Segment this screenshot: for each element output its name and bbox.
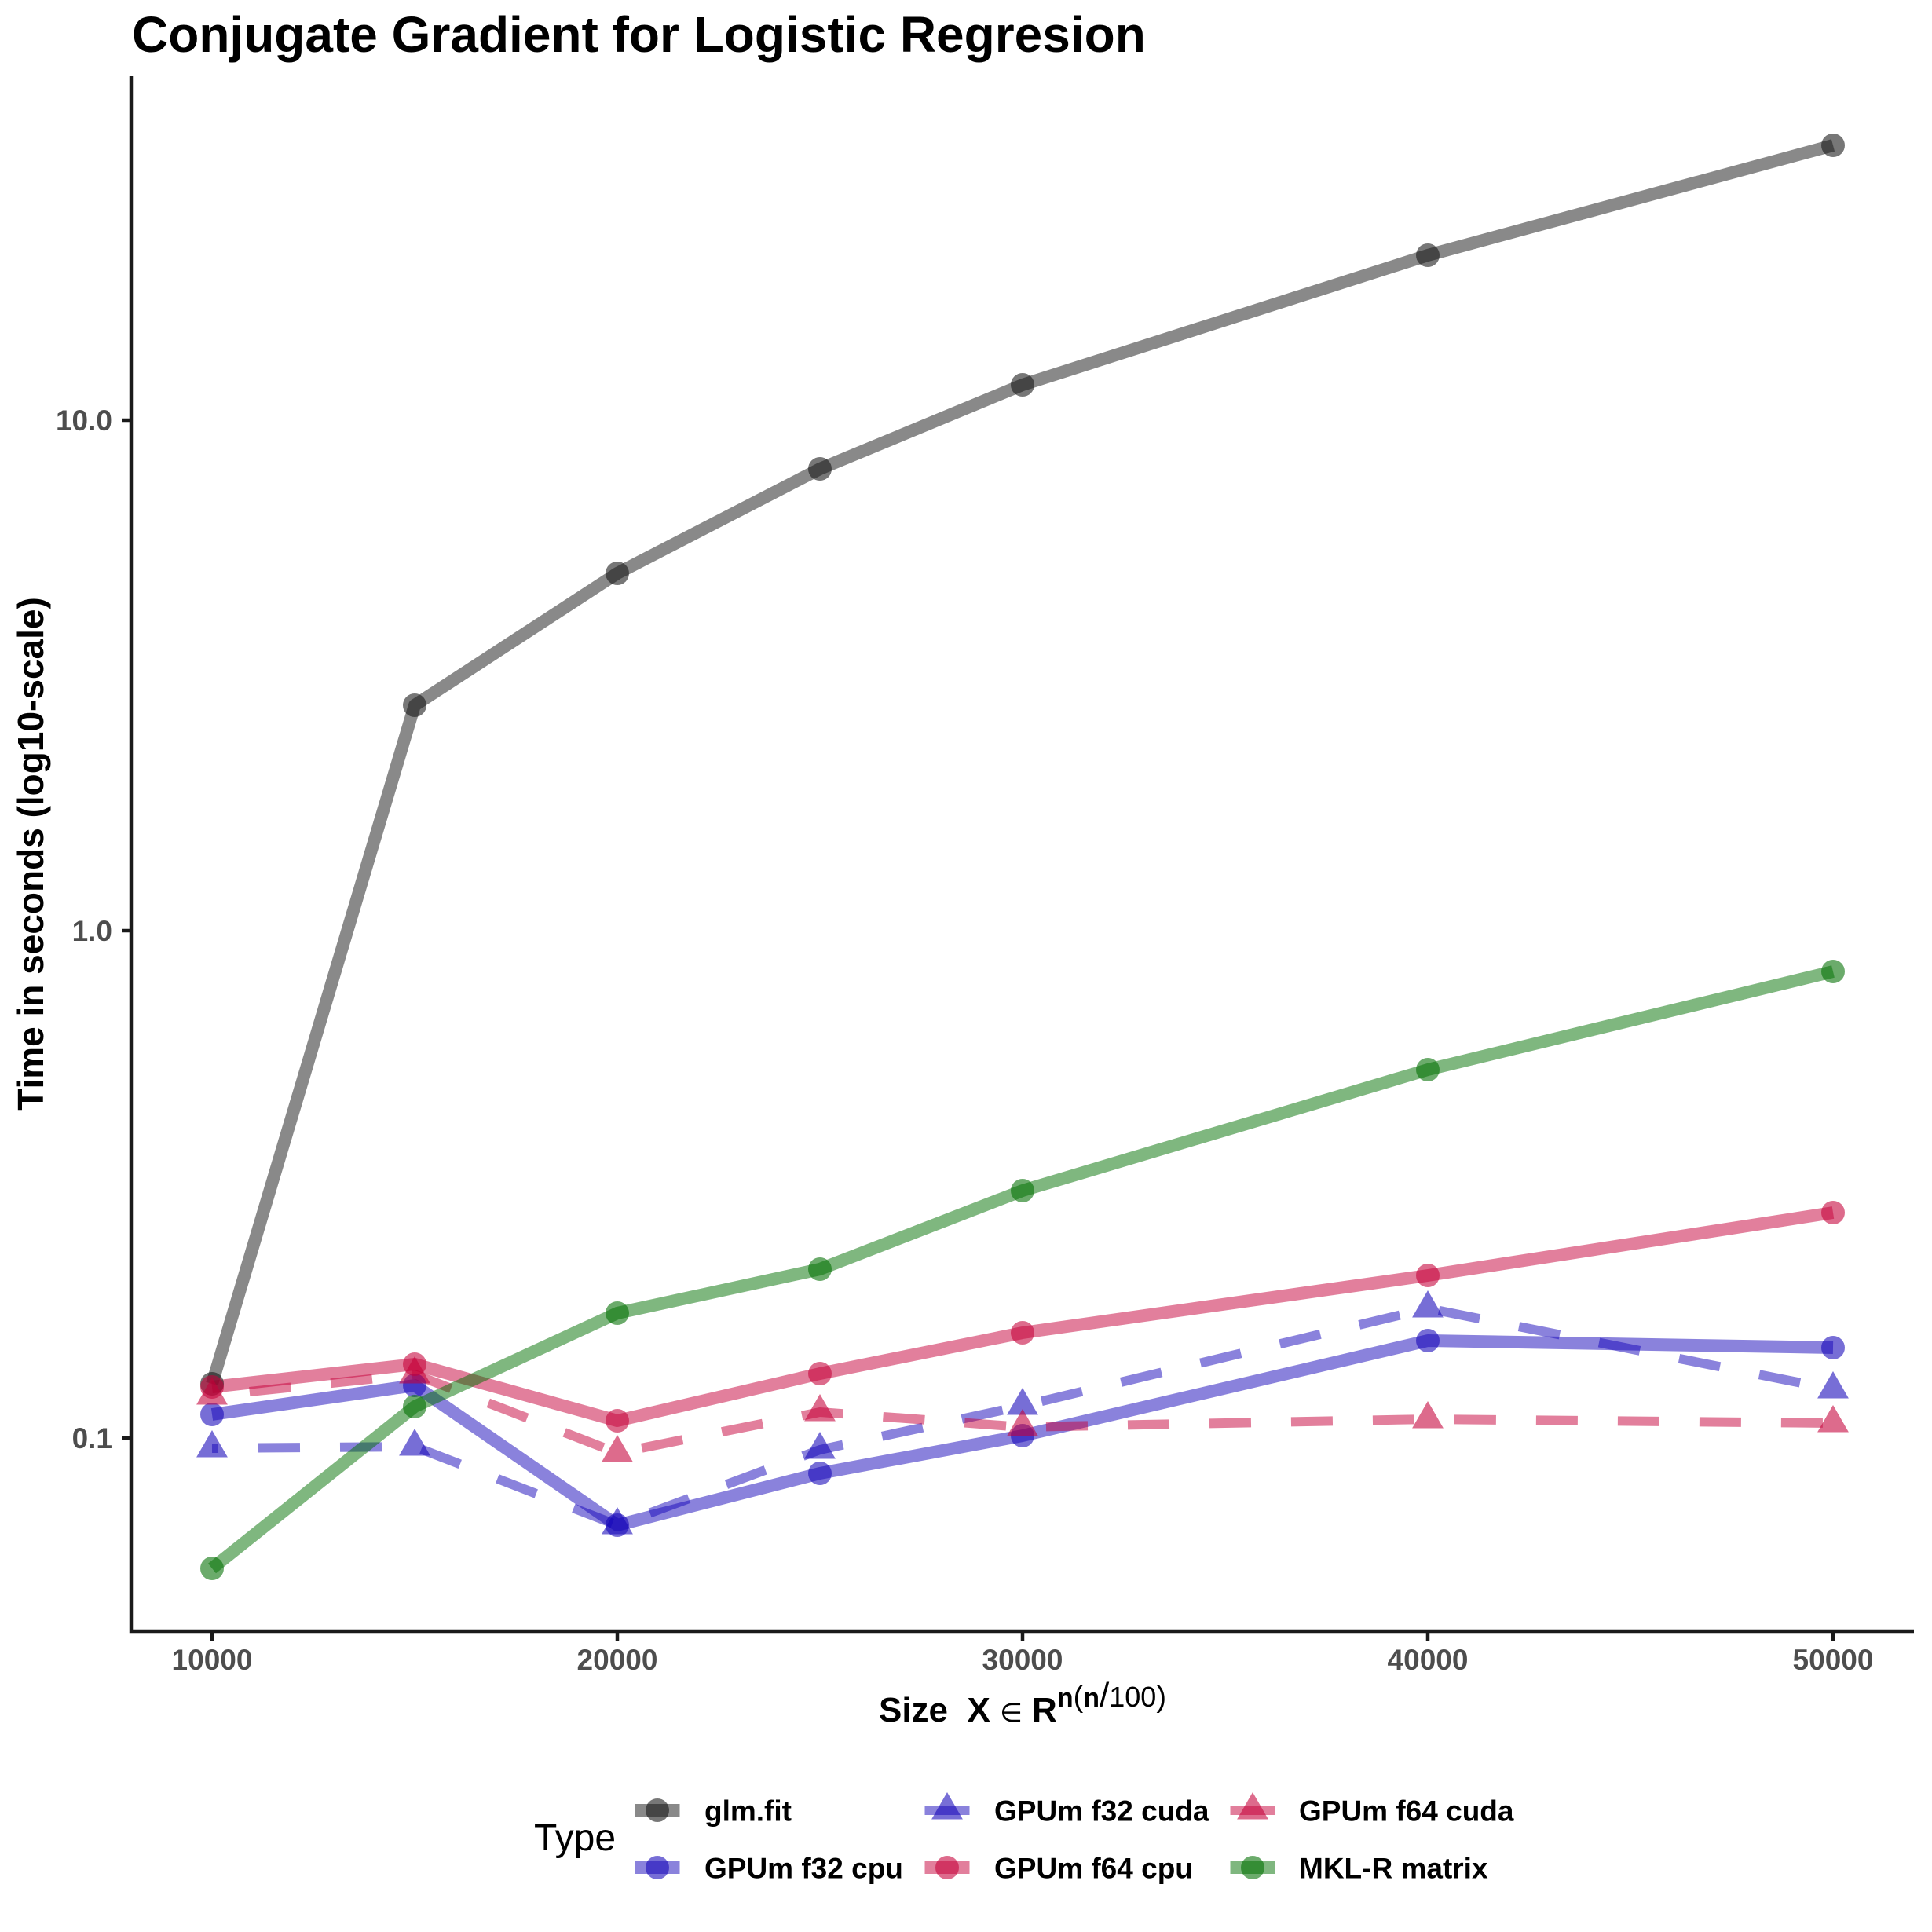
svg-text:GPUm f64 cpu: GPUm f64 cpu bbox=[994, 1853, 1193, 1885]
svg-text:50000: 50000 bbox=[1793, 1644, 1874, 1676]
svg-text:20000: 20000 bbox=[577, 1644, 658, 1676]
svg-text:Type: Type bbox=[534, 1817, 616, 1859]
svg-text:30000: 30000 bbox=[982, 1644, 1063, 1676]
svg-text:10000: 10000 bbox=[172, 1644, 253, 1676]
svg-text:Time in seconds (log10-scale): Time in seconds (log10-scale) bbox=[10, 597, 51, 1111]
svg-text:GPUm f32 cpu: GPUm f32 cpu bbox=[704, 1853, 903, 1885]
svg-text:GPUm f64 cuda: GPUm f64 cuda bbox=[1299, 1795, 1514, 1828]
svg-text:Conjugate Gradient for Logisti: Conjugate Gradient for Logistic Regresio… bbox=[132, 6, 1146, 63]
svg-text:1.0: 1.0 bbox=[72, 915, 112, 947]
svg-text:0.1: 0.1 bbox=[72, 1422, 112, 1454]
svg-text:Size X ∈ Rn(n/100): Size X ∈ Rn(n/100) bbox=[879, 1676, 1166, 1729]
svg-text:glm.fit: glm.fit bbox=[704, 1795, 792, 1828]
svg-text:GPUm f32 cuda: GPUm f32 cuda bbox=[994, 1795, 1209, 1828]
svg-text:MKL-R matrix: MKL-R matrix bbox=[1299, 1853, 1488, 1885]
svg-text:40000: 40000 bbox=[1388, 1644, 1469, 1676]
svg-text:10.0: 10.0 bbox=[56, 404, 112, 437]
